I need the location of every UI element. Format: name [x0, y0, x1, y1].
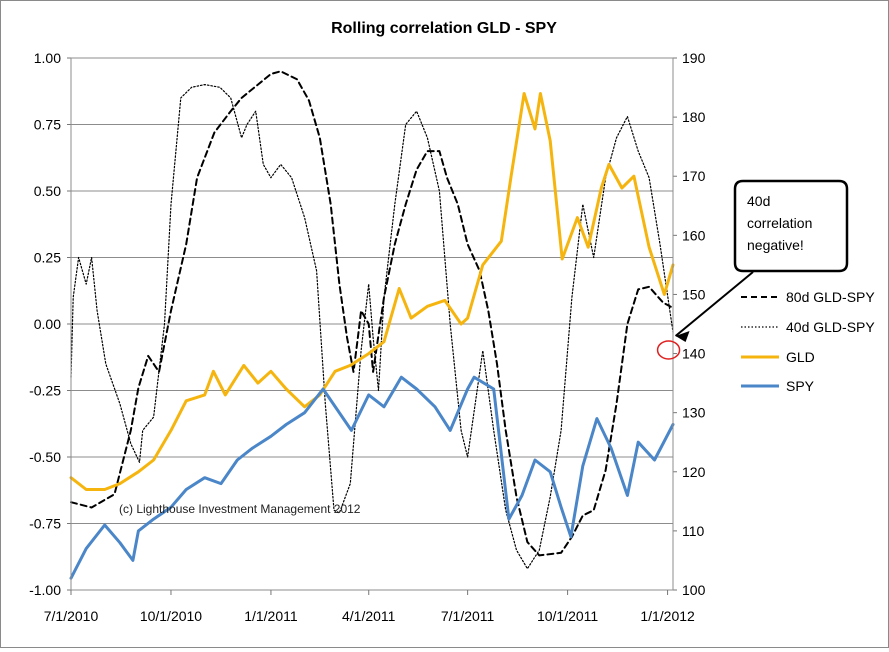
y-left-tick-label: -0.50: [29, 449, 61, 465]
y-left-tick-label: 0.50: [34, 183, 61, 199]
y-right-tick-label: 190: [682, 50, 706, 66]
y-left-tick-label: 1.00: [34, 50, 61, 66]
callout-text-line: negative!: [747, 237, 804, 253]
y-right-tick-label: 120: [682, 464, 706, 480]
y-left-tick-label: 0.00: [34, 316, 61, 332]
legend-label: GLD: [786, 349, 815, 365]
y-left-tick-label: -0.25: [29, 383, 61, 399]
callout-box: [733, 179, 849, 273]
series-line-80d-gld-spy: [70, 70, 674, 557]
y-right-tick-label: 140: [682, 346, 706, 362]
x-tick-label: 4/1/2011: [342, 608, 396, 624]
chart-title: Rolling correlation GLD - SPY: [331, 20, 557, 37]
series-line-spy: [69, 375, 675, 580]
callout-annotation: 40d correlation negative!: [656, 179, 849, 360]
x-tick-label: 1/1/2012: [640, 608, 695, 624]
x-tick-label: 1/1/2011: [244, 608, 298, 624]
legend-label: SPY: [786, 378, 815, 394]
x-tick-label: 7/1/2011: [441, 608, 495, 624]
y-left-tick-label: 0.25: [34, 250, 61, 266]
watermark: (c) Lighthouse Investment Management 201…: [119, 502, 361, 516]
x-tick-label: 10/1/2011: [537, 608, 598, 624]
y-right-tick-label: 110: [682, 523, 705, 539]
y-right-tick-label: 150: [682, 286, 706, 302]
series-line-gld: [69, 92, 675, 491]
x-tick-label: 10/1/2010: [140, 608, 202, 624]
y-right-tick-label: 180: [682, 109, 706, 125]
callout-arrow: [674, 271, 754, 337]
x-tick-label: 7/1/2010: [44, 608, 99, 624]
legend-label: 80d GLD-SPY: [786, 289, 875, 305]
y-right-tick-label: 170: [682, 168, 706, 184]
y-right-tick-label: 160: [682, 227, 706, 243]
series-line-40d-gld-spy: [70, 84, 674, 570]
y-left-tick-label: 0.75: [34, 117, 61, 133]
callout-arrowhead: [675, 330, 690, 342]
callout-text-line: correlation: [747, 215, 812, 231]
y-left-tick-label: -0.75: [29, 516, 61, 532]
legend: 80d GLD-SPY 40d GLD-SPY GLD SPY: [741, 289, 875, 394]
y-right-tick-label: 130: [682, 405, 706, 421]
legend-label: 40d GLD-SPY: [786, 319, 875, 335]
y-right-tick-label: 100: [682, 582, 706, 598]
callout-text-line: 40d: [747, 193, 770, 209]
y-left-tick-label: -1.00: [29, 582, 61, 598]
highlight-circle: [656, 340, 681, 360]
